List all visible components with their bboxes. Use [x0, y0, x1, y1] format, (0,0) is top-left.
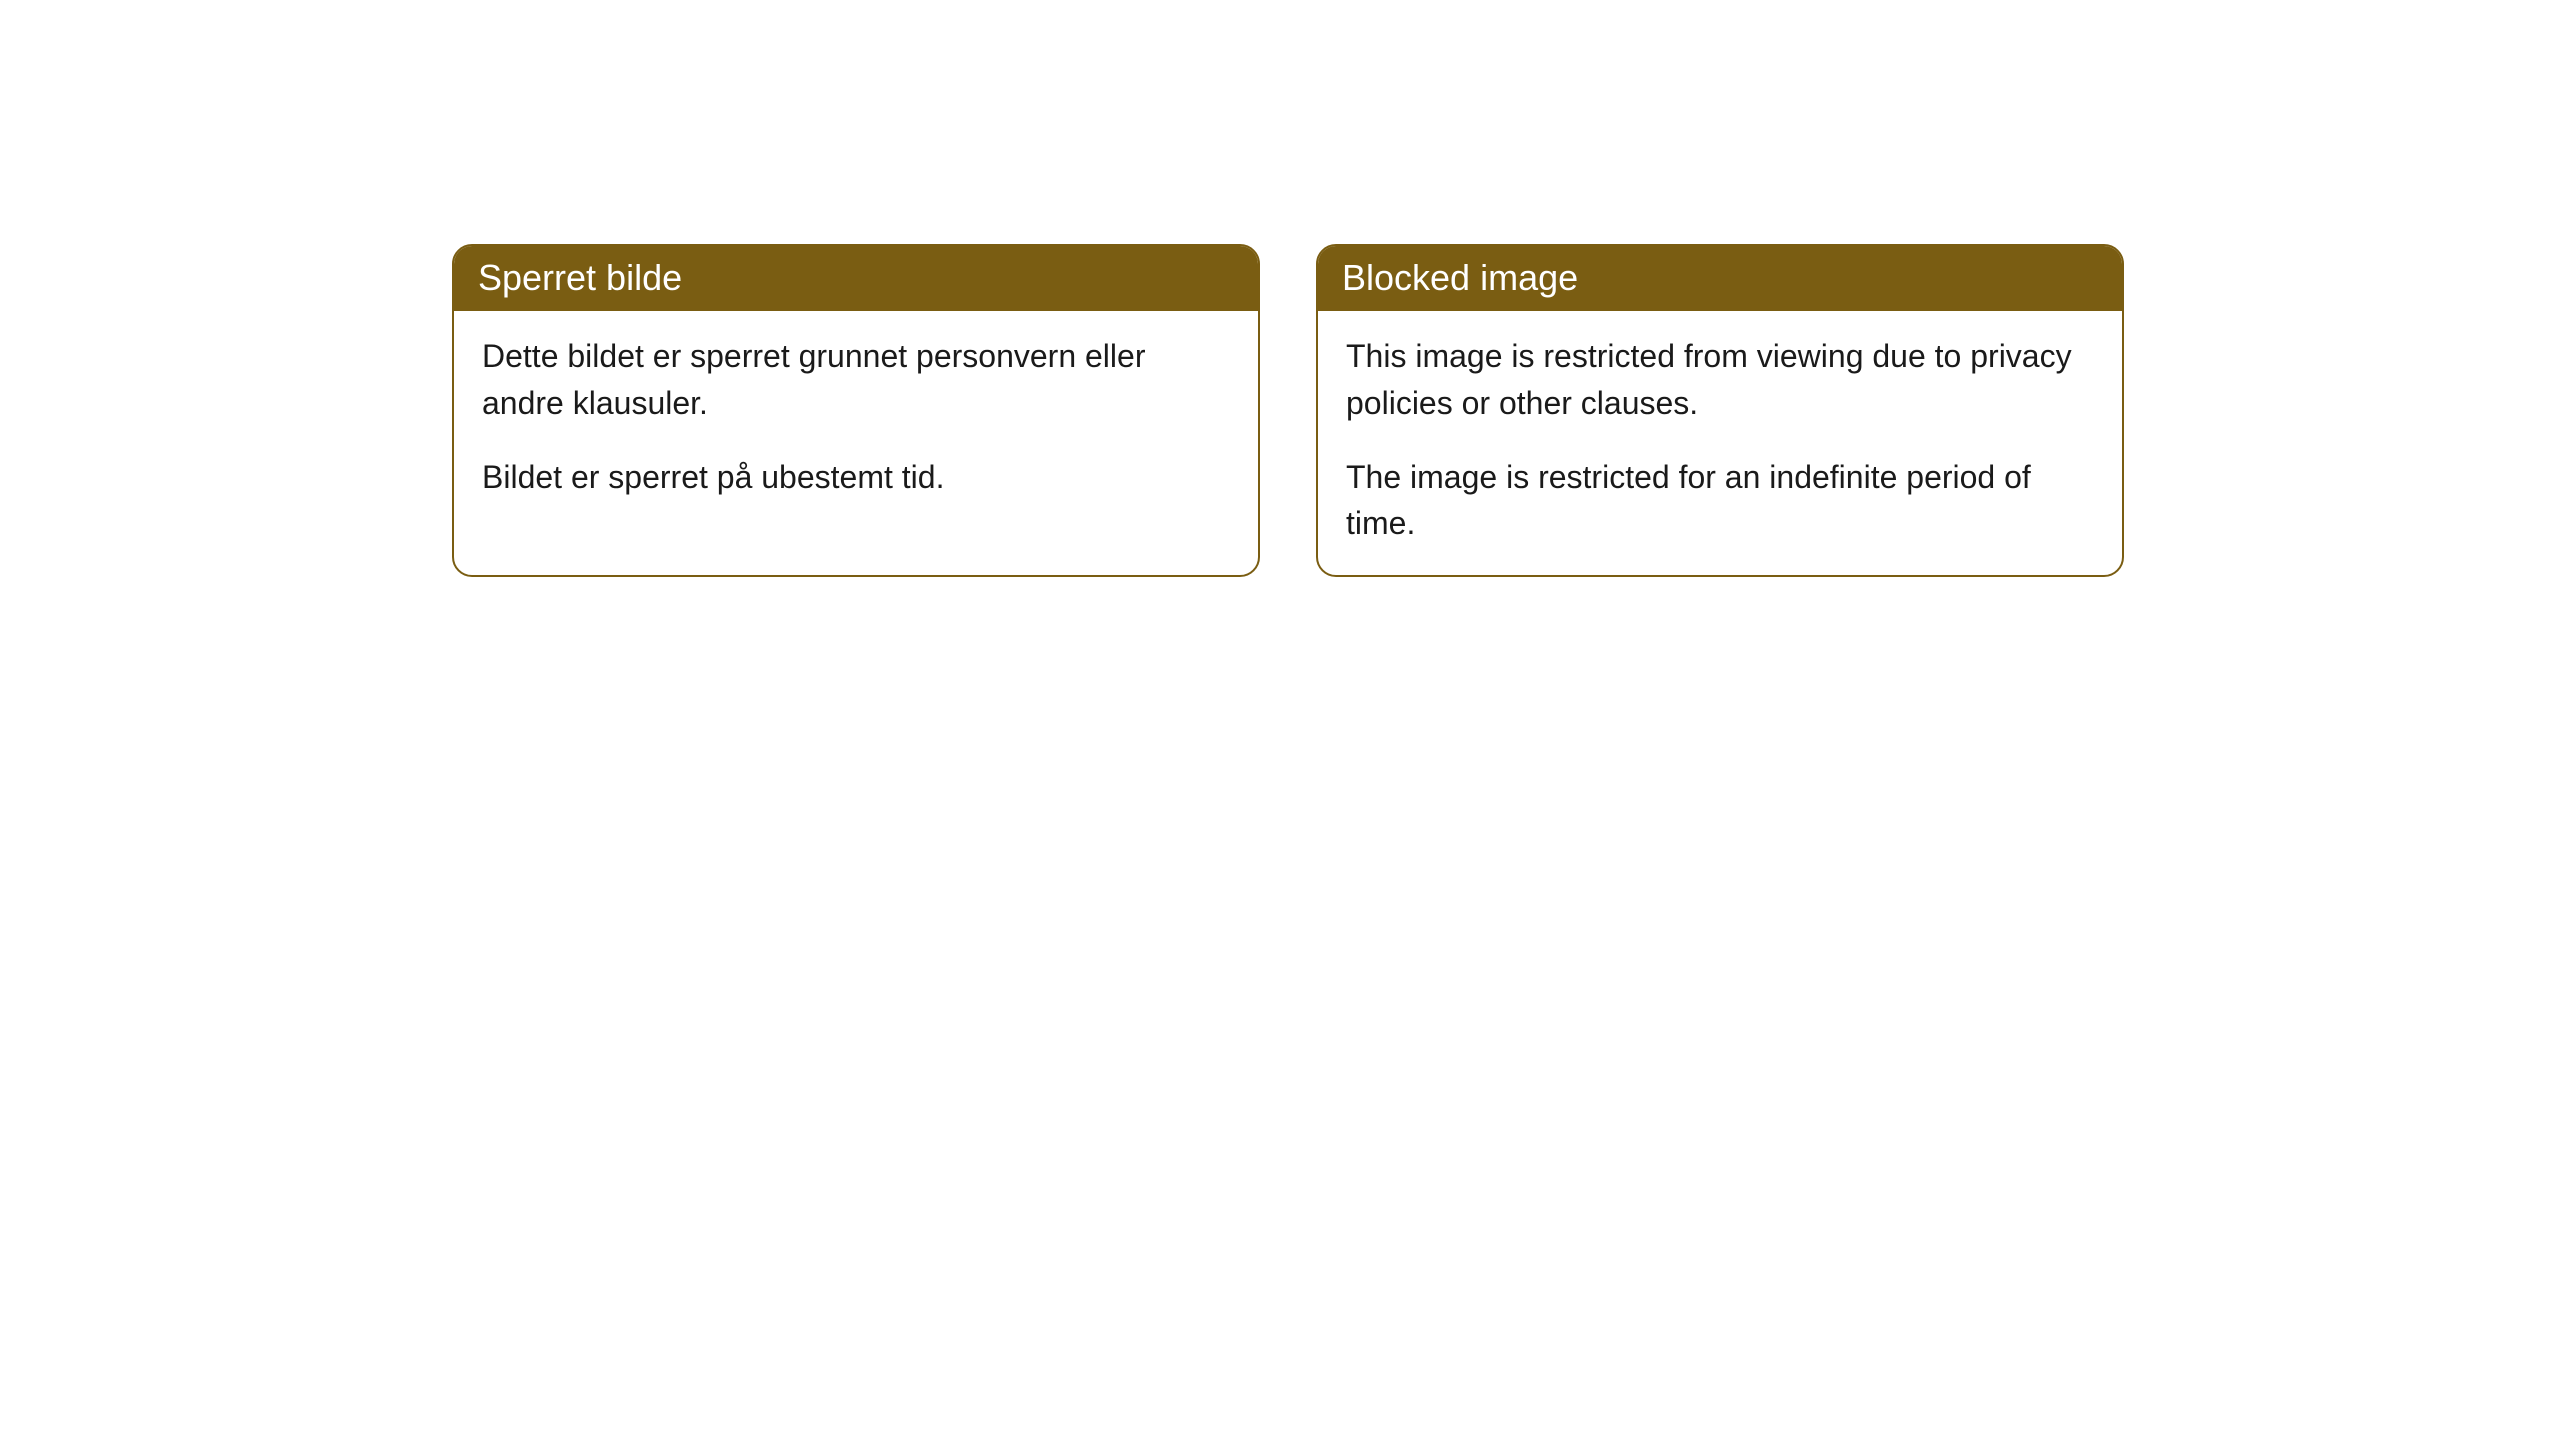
notice-card-norwegian: Sperret bilde Dette bildet er sperret gr…: [452, 244, 1260, 577]
card-paragraph: Dette bildet er sperret grunnet personve…: [482, 333, 1230, 426]
notice-card-english: Blocked image This image is restricted f…: [1316, 244, 2124, 577]
card-body: This image is restricted from viewing du…: [1318, 311, 2122, 575]
card-container: Sperret bilde Dette bildet er sperret gr…: [452, 244, 2124, 577]
card-paragraph: Bildet er sperret på ubestemt tid.: [482, 454, 1230, 500]
card-body: Dette bildet er sperret grunnet personve…: [454, 311, 1258, 528]
card-title: Sperret bilde: [454, 246, 1258, 311]
card-paragraph: This image is restricted from viewing du…: [1346, 333, 2094, 426]
card-paragraph: The image is restricted for an indefinit…: [1346, 454, 2094, 547]
card-title: Blocked image: [1318, 246, 2122, 311]
